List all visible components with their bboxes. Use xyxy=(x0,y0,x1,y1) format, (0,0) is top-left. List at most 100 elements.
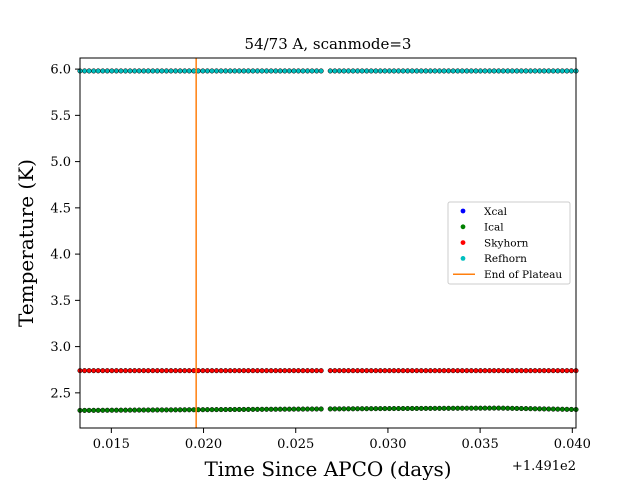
data-point xyxy=(518,68,524,74)
data-point xyxy=(364,406,370,412)
y-tick-label: 6.0 xyxy=(50,63,71,78)
data-point xyxy=(355,368,361,374)
data-point xyxy=(309,368,315,374)
data-point xyxy=(277,406,283,412)
x-tick-label: 0.020 xyxy=(185,437,222,452)
data-point xyxy=(268,68,274,74)
data-point xyxy=(250,68,256,74)
data-point xyxy=(100,368,106,374)
data-point xyxy=(537,368,543,374)
data-point xyxy=(291,406,297,412)
data-point xyxy=(245,68,251,74)
data-point xyxy=(391,68,397,74)
data-point xyxy=(482,68,488,74)
data-point xyxy=(163,368,170,374)
data-point xyxy=(82,407,88,413)
data-point xyxy=(546,368,552,374)
data-point xyxy=(318,368,324,374)
data-point xyxy=(213,368,220,374)
data-point xyxy=(345,406,352,412)
data-point xyxy=(127,407,133,413)
data-point xyxy=(282,368,288,374)
data-point xyxy=(223,68,229,74)
data-point xyxy=(91,68,97,74)
data-point xyxy=(204,407,210,413)
data-point xyxy=(86,368,92,374)
data-point xyxy=(373,406,379,412)
data-point xyxy=(414,368,420,374)
data-point xyxy=(432,405,438,411)
data-point xyxy=(213,407,220,413)
data-point xyxy=(104,368,110,374)
data-point xyxy=(446,405,452,411)
data-point xyxy=(405,405,411,412)
data-point xyxy=(209,68,215,74)
data-point xyxy=(141,68,147,74)
data-point xyxy=(141,407,147,413)
legend-label: Xcal xyxy=(484,206,508,218)
data-point xyxy=(154,407,160,413)
data-point xyxy=(368,406,374,412)
data-point xyxy=(259,368,265,374)
data-point xyxy=(241,368,247,374)
data-point xyxy=(423,68,429,74)
y-tick-label: 3.5 xyxy=(50,294,71,309)
data-point xyxy=(568,68,574,74)
legend-label: End of Plateau xyxy=(484,269,562,281)
data-point xyxy=(377,68,383,74)
series-ical xyxy=(77,405,579,413)
x-tick-label: 0.035 xyxy=(462,437,499,452)
data-point xyxy=(341,68,347,74)
data-point xyxy=(300,368,306,374)
data-point xyxy=(186,407,192,413)
data-point xyxy=(414,68,420,74)
data-point xyxy=(518,368,524,374)
data-point xyxy=(277,68,283,74)
data-point xyxy=(314,68,320,74)
data-point xyxy=(541,406,547,412)
data-point xyxy=(241,406,247,412)
data-point xyxy=(382,368,388,374)
data-point xyxy=(309,406,315,412)
data-point xyxy=(295,406,301,412)
data-point xyxy=(91,368,97,374)
data-point xyxy=(254,368,261,374)
data-point xyxy=(496,405,502,411)
data-point xyxy=(441,368,447,374)
data-point xyxy=(359,68,365,74)
data-point xyxy=(464,405,470,411)
data-point xyxy=(200,68,206,74)
data-point xyxy=(304,406,311,412)
data-point xyxy=(82,68,88,74)
data-point xyxy=(95,68,101,74)
legend: Xcal Ical Skyhorn Refhorn End of Plateau xyxy=(447,201,571,285)
data-point xyxy=(136,368,142,374)
legend-marker xyxy=(460,224,466,230)
data-point xyxy=(259,68,265,74)
data-point xyxy=(496,68,502,74)
data-point xyxy=(459,368,465,374)
data-point xyxy=(159,407,165,413)
data-point xyxy=(327,406,333,412)
legend-box xyxy=(447,201,571,285)
data-point xyxy=(509,405,515,411)
data-point xyxy=(459,68,465,74)
data-point xyxy=(104,68,110,74)
data-point xyxy=(209,368,215,374)
data-point xyxy=(314,368,320,374)
data-point xyxy=(327,368,333,374)
data-point xyxy=(455,405,461,411)
data-point xyxy=(327,68,333,74)
data-point xyxy=(491,368,497,374)
data-point xyxy=(555,368,561,374)
data-point xyxy=(432,368,438,374)
data-point xyxy=(150,368,156,374)
data-point xyxy=(546,68,552,74)
data-point xyxy=(236,68,242,74)
data-point xyxy=(473,405,479,411)
data-point xyxy=(473,368,479,374)
data-point xyxy=(163,68,170,74)
data-point xyxy=(564,68,570,74)
x-tick-label: 0.040 xyxy=(554,437,591,452)
data-point xyxy=(505,68,511,74)
